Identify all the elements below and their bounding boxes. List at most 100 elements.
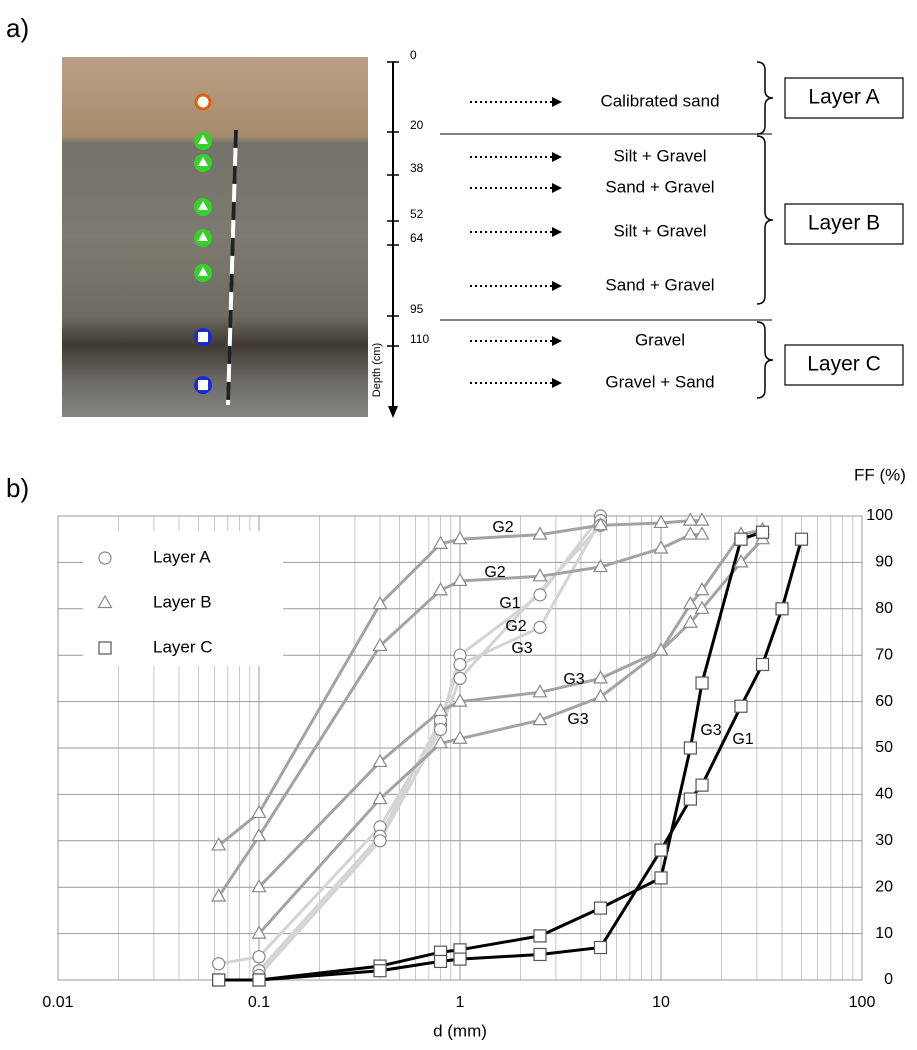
y-tick-label: 60 (875, 693, 893, 710)
y-tick-label: 10 (875, 925, 893, 942)
braces (756, 61, 774, 399)
data-point (683, 792, 697, 806)
data-point (755, 525, 770, 539)
data-point (372, 595, 388, 610)
series-line (218, 538, 803, 982)
legend-marker (98, 551, 112, 565)
data-point (533, 947, 547, 962)
y-tick-label: 100 (866, 507, 893, 524)
data-point (432, 535, 449, 549)
panel-label: b) (6, 473, 29, 503)
data-point (682, 526, 698, 540)
x-tick-label: 0.1 (248, 994, 270, 1011)
data-point (432, 735, 449, 749)
legend-label: Layer C (153, 637, 213, 656)
data-point (532, 711, 548, 726)
layer-box (784, 77, 904, 119)
data-point (211, 888, 227, 902)
data-point (532, 568, 548, 582)
arrow-head (552, 183, 562, 193)
arrow-head (552, 336, 562, 346)
arrow-head (552, 152, 562, 162)
depth-axis (388, 62, 398, 418)
layer-box-label: Layer C (807, 353, 881, 376)
series-line (218, 530, 763, 982)
data-point (532, 526, 548, 540)
data-point (252, 973, 266, 987)
y-axis-label: FF (%) (854, 465, 906, 484)
layer-box (784, 344, 904, 386)
data-point (433, 954, 448, 969)
data-point (695, 778, 709, 792)
data-point (653, 642, 669, 656)
x-tick-label: 100 (849, 994, 876, 1011)
data-point (654, 871, 668, 885)
layer-separators (440, 133, 772, 321)
data-point (682, 512, 698, 526)
line-label: G1 (499, 595, 520, 612)
depth-tick-label: 52 (410, 207, 424, 221)
data-point (372, 753, 388, 768)
data-point (452, 730, 468, 744)
layer-box-label: Layer B (808, 212, 880, 235)
data-point (592, 688, 609, 703)
data-point (533, 588, 547, 602)
data-point (452, 530, 468, 545)
line-label: G3 (567, 711, 588, 728)
data-point (373, 834, 387, 848)
data-point (683, 741, 697, 755)
data-point (593, 901, 608, 915)
data-point (251, 925, 267, 939)
depth-tick-label: 110 (410, 332, 429, 346)
y-tick-label: 50 (875, 739, 893, 756)
data-point (251, 827, 267, 842)
series-line (217, 519, 702, 847)
y-tick-label: 40 (875, 786, 893, 803)
data-point (212, 957, 226, 971)
line-label: G2 (484, 564, 505, 581)
x-axis-label: d (mm) (433, 1021, 487, 1040)
data-point (433, 722, 448, 737)
data-point (682, 614, 698, 628)
data-point (212, 973, 226, 987)
data-point (432, 582, 449, 596)
data-point (452, 572, 468, 587)
y-tick-label: 30 (875, 832, 893, 849)
material-label: Silt + Gravel (613, 146, 706, 165)
line-label: G3 (563, 671, 584, 688)
data-point (654, 843, 668, 857)
soil-photo (62, 57, 368, 417)
data-point (694, 526, 710, 540)
panel-label: a) (6, 13, 29, 43)
data-point (372, 637, 388, 652)
data-point (694, 582, 710, 596)
depth-tick-label: 95 (410, 302, 424, 316)
depth-ticks: 0 20 38 52 64 95 110 (387, 48, 429, 347)
depth-tick-label: 38 (410, 161, 424, 175)
depth-tick-label: 64 (410, 231, 424, 245)
arrow-head (552, 281, 562, 291)
data-point (432, 702, 449, 716)
line-label: G2 (492, 519, 513, 536)
data-point (453, 952, 467, 966)
material-label: Gravel (635, 330, 685, 349)
material-label: Sand + Gravel (605, 275, 714, 294)
line-label: G3 (700, 722, 721, 739)
data-point (252, 950, 266, 964)
data-point (653, 514, 669, 529)
data-point (734, 699, 748, 713)
line-label: G2 (505, 618, 526, 635)
material-label: Calibrated sand (600, 91, 719, 110)
data-point (251, 878, 267, 893)
data-point (372, 790, 388, 805)
data-point (592, 558, 609, 573)
data-point (533, 620, 547, 634)
series-line (257, 519, 602, 972)
arrow-head (552, 97, 562, 107)
material-label: Sand + Gravel (605, 177, 714, 196)
x-tick-label: 10 (652, 994, 670, 1011)
data-point (251, 804, 267, 819)
material-label: Silt + Gravel (613, 221, 706, 240)
